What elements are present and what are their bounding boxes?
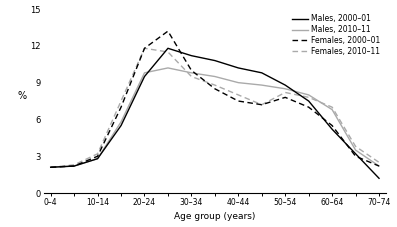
Legend: Males, 2000–01, Males, 2010–11, Females, 2000–01, Females, 2010–11: Males, 2000–01, Males, 2010–11, Females,… (290, 13, 382, 58)
Y-axis label: %: % (17, 91, 27, 101)
X-axis label: Age group (years): Age group (years) (174, 212, 256, 222)
